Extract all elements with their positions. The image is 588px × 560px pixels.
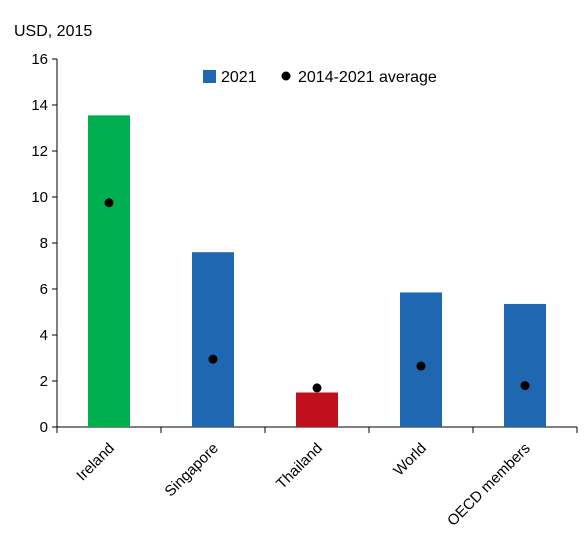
bar-singapore <box>192 252 234 427</box>
legend-label-2021: 2021 <box>221 69 257 86</box>
avg-point-oecd-members <box>520 381 530 391</box>
y-tick-label: 2 <box>40 373 48 390</box>
avg-point-ireland <box>104 198 114 208</box>
x-category-label: Thailand <box>273 440 326 493</box>
y-unit-label: USD, 2015 <box>14 23 92 40</box>
y-tick-label: 12 <box>31 143 48 160</box>
avg-point-world <box>416 361 426 371</box>
bar-world <box>400 292 442 427</box>
y-tick-label: 10 <box>31 189 48 206</box>
legend: 2021 2014-2021 average <box>203 69 437 86</box>
legend-swatch-2021 <box>203 70 216 83</box>
y-tick-label: 14 <box>31 97 48 114</box>
bar-thailand <box>296 392 338 427</box>
legend-label-average: 2014-2021 average <box>298 69 437 86</box>
y-tick-label: 4 <box>40 327 48 344</box>
avg-point-singapore <box>208 354 218 364</box>
y-tick-label: 6 <box>40 281 48 298</box>
average-points <box>104 198 530 393</box>
bar-ireland <box>88 115 130 427</box>
bar-oecd-members <box>504 303 546 427</box>
x-category-label: OECD members <box>444 440 534 530</box>
y-tick-label: 16 <box>31 51 48 68</box>
y-tick-label: 0 <box>40 419 48 436</box>
bars <box>88 115 546 427</box>
x-category-label: Singapore <box>161 440 221 500</box>
y-tick-label: 8 <box>40 235 48 252</box>
x-category-label: Ireland <box>73 440 117 484</box>
x-category-label: World <box>390 440 430 480</box>
legend-marker-average <box>281 71 291 81</box>
avg-point-thailand <box>312 383 322 393</box>
